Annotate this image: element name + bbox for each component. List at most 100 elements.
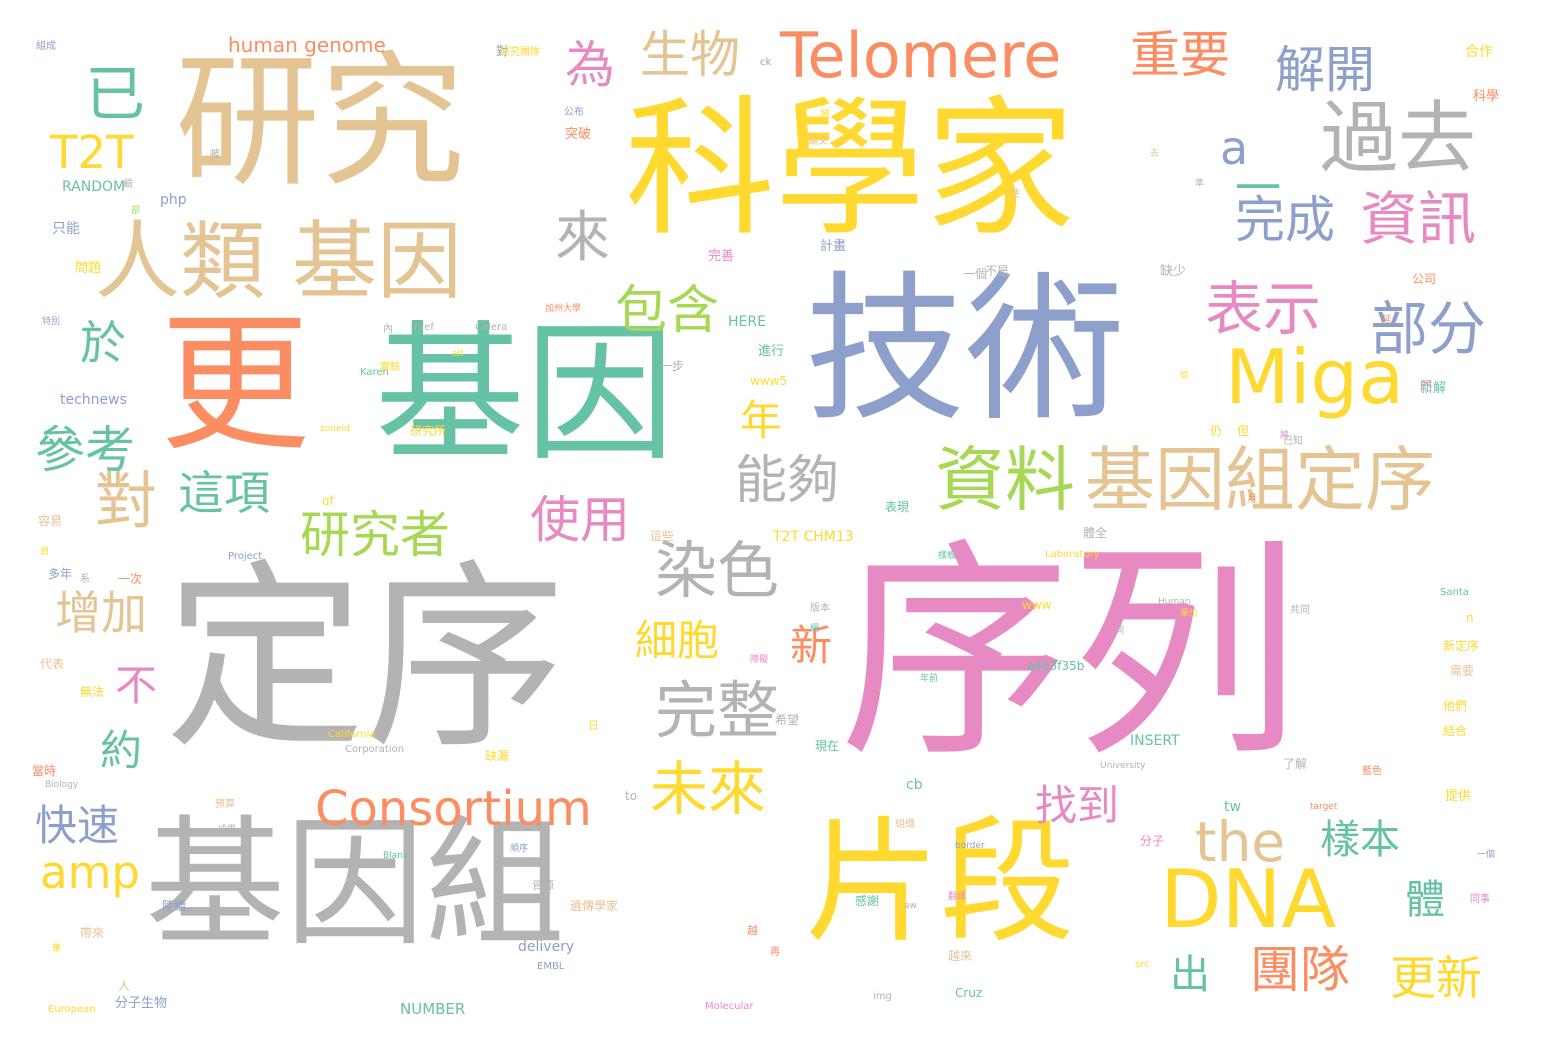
word: 樣板: [938, 551, 957, 561]
word: NUMBER: [400, 1000, 466, 1018]
word: 結合: [1443, 724, 1468, 738]
word: 找到: [1035, 781, 1120, 830]
word: 共同: [1290, 605, 1310, 616]
word: DNA: [1160, 853, 1337, 946]
word: 缺漏: [485, 749, 510, 763]
word: target: [1310, 802, 1338, 812]
word: 陸續: [162, 899, 187, 913]
word: of: [322, 494, 334, 508]
word: 新: [790, 621, 833, 670]
word: 突破: [565, 127, 592, 142]
word: 實驗: [380, 362, 400, 373]
word: 希望: [775, 713, 800, 727]
word: 但: [1237, 424, 1250, 438]
word: 這些: [650, 529, 675, 543]
word: 片段: [805, 804, 1075, 961]
word: 人類 基因: [95, 213, 463, 312]
word: 能夠: [735, 451, 840, 511]
word: 完善: [708, 249, 735, 264]
word: 預算: [215, 799, 235, 810]
word: 去: [1150, 149, 1160, 159]
word: to: [625, 789, 638, 803]
word: 他們: [1443, 699, 1468, 713]
word: php: [160, 192, 187, 208]
word: 門: [1420, 379, 1433, 393]
word: 對: [496, 44, 509, 58]
word: delivery: [518, 939, 575, 955]
word: INSERT: [1130, 733, 1180, 749]
word: 年: [740, 396, 783, 445]
word: Corporation: [345, 744, 405, 755]
word: 人: [118, 979, 131, 993]
word: 科學: [1473, 89, 1500, 104]
word: 當時: [32, 764, 57, 778]
word: 這項: [178, 466, 270, 520]
word: 研究所: [410, 424, 447, 438]
word: 特別: [42, 317, 61, 327]
word: 一個: [1477, 850, 1496, 860]
word: 基因組: [145, 803, 566, 966]
word: 月: [1247, 494, 1257, 505]
word: 問題: [75, 261, 102, 276]
word: 已: [85, 60, 145, 130]
word: 為: [565, 36, 615, 94]
word: human genome: [228, 33, 386, 57]
word: 同: [1115, 626, 1125, 636]
word: 再: [770, 947, 780, 958]
word: aw: [904, 901, 917, 911]
word: 缺少: [1160, 264, 1187, 279]
word: 障礙: [750, 655, 769, 665]
word: 生物: [640, 26, 740, 84]
word: 多年: [48, 567, 73, 581]
word: 進行: [758, 344, 785, 359]
word: href: [414, 322, 434, 333]
word: University: [1100, 761, 1146, 771]
word: amp: [40, 846, 140, 899]
word: 代表: [40, 657, 65, 671]
word: 部分: [1370, 295, 1487, 363]
word: 過去: [1320, 94, 1477, 184]
word: 參考: [35, 421, 135, 479]
word: 一步: [660, 359, 685, 373]
word: 一次: [118, 572, 143, 586]
word: 於: [80, 316, 126, 370]
word: 現在: [815, 739, 840, 753]
word: border: [955, 841, 985, 851]
word: 解開: [1275, 41, 1375, 99]
word: Telomere: [780, 19, 1062, 92]
word: Consortium: [315, 781, 592, 837]
word: EMBL: [537, 961, 565, 972]
word: 藍色: [1362, 766, 1382, 777]
word: zoneid: [320, 424, 350, 434]
word: 內: [383, 324, 393, 335]
word: Biology: [45, 780, 79, 790]
word: www: [1022, 598, 1052, 612]
word: www5: [750, 374, 788, 388]
word: 計畫: [820, 239, 847, 254]
word: 資: [40, 547, 50, 557]
word: 定序: [165, 543, 566, 776]
word: T2T: [50, 126, 134, 179]
word: 成果: [218, 825, 237, 835]
word: 分子生物: [115, 996, 168, 1011]
word: 重要: [1130, 26, 1230, 84]
word: 基因: [375, 308, 676, 482]
word: 只能: [52, 221, 80, 237]
word: 染色: [655, 534, 780, 607]
word: 團隊: [1250, 941, 1350, 999]
word: Blank: [383, 851, 409, 861]
word: 準: [1195, 179, 1205, 189]
word: 鹼: [123, 179, 133, 190]
word: 約: [100, 726, 143, 775]
word: 不是: [985, 264, 1010, 278]
word: 組成: [36, 41, 56, 52]
word: 同事: [1470, 894, 1490, 905]
word: 樣本: [1320, 817, 1400, 863]
word: Santa: [1440, 587, 1469, 598]
word: 合作: [1465, 44, 1493, 60]
word: tw: [1224, 799, 1241, 815]
word: 網: [810, 624, 820, 634]
word: 序列: [840, 521, 1301, 788]
word: T2T CHM13: [773, 529, 854, 545]
word: cb: [906, 777, 923, 793]
